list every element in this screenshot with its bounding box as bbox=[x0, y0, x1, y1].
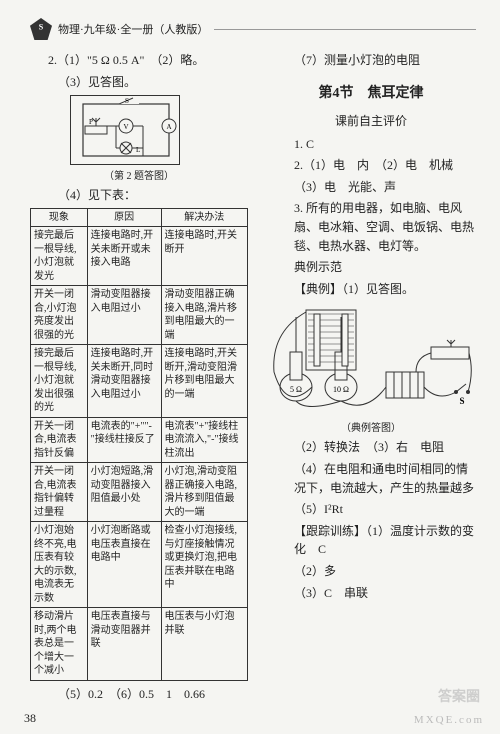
svg-text:V: V bbox=[123, 123, 128, 131]
preclass-title: 课前自主评价 bbox=[266, 112, 476, 129]
table-cell: 小灯泡,滑动变阻器正确接入电路,滑片移到阻值最大的一端 bbox=[161, 463, 248, 522]
answer-2-3: （3）见答图。 bbox=[30, 73, 248, 92]
table-cell: 电压表直接与滑动变阻器并联 bbox=[87, 608, 161, 681]
watermark-sub: MXQE.com bbox=[414, 714, 484, 726]
pre-a1: 1. C bbox=[266, 135, 476, 154]
table-cell: 电压表与小灯泡并联 bbox=[161, 608, 248, 681]
table-cell: 小灯泡短路,滑动变阻器接入阻值最小处 bbox=[87, 463, 161, 522]
example-1: 【典例】（1）见答图。 bbox=[266, 280, 476, 299]
th-reason: 原因 bbox=[87, 208, 161, 227]
answer-2-1: 2.（1）"5 Ω 0.5 A" （2）略。 bbox=[30, 51, 248, 70]
table-cell: 电流表的"+""-"接线柱接反了 bbox=[87, 417, 161, 463]
table-cell: 电流表"+"接线柱电流流入,"-"接线柱流出 bbox=[161, 417, 248, 463]
table-cell: 开关一闭合,小灯泡亮度发出很强的光 bbox=[31, 286, 88, 345]
table-cell: 检查小灯泡接线,与灯座接触情况或更换灯泡,把电压表并联在电路中 bbox=[161, 522, 248, 608]
answer-2-56: （5）0.2 （6）0.5 1 0.66 bbox=[30, 685, 248, 704]
follow-3: （3）C 串联 bbox=[266, 584, 476, 603]
table-cell: 移动滑片时,两个电表总是一个增大一个减小 bbox=[31, 608, 88, 681]
table-row: 开关一闭合,小灯泡亮度发出很强的光滑动变阻器接入电阻过小滑动变阻器正确接入电路,… bbox=[31, 286, 248, 345]
circuit-caption: （第 2 题答图） bbox=[30, 167, 248, 182]
example-5: （5）I²Rt bbox=[266, 500, 476, 519]
circuit-diagram: S A V L P bbox=[70, 95, 180, 165]
table-cell: 滑动变阻器正确接入电路,滑片移到电阻最大的一端 bbox=[161, 286, 248, 345]
table-cell: 小灯泡断路或电压表直接在电路中 bbox=[87, 522, 161, 608]
joule-diagram: 5 Ω 10 Ω bbox=[266, 302, 476, 417]
example-2-3: （2）转换法 （3）右 电阻 bbox=[266, 438, 476, 457]
page-header: 物理·九年级·全一册（人教版） bbox=[30, 18, 476, 40]
pre-a2-1: 2.（1）电 内 （2）电 机械 bbox=[266, 156, 476, 175]
table-cell: 滑动变阻器接入电阻过小 bbox=[87, 286, 161, 345]
section-4-title: 第4节 焦耳定律 bbox=[266, 82, 476, 102]
svg-text:5 Ω: 5 Ω bbox=[290, 385, 302, 394]
table-cell: 连接电路时,开关断开 bbox=[161, 227, 248, 286]
svg-text:A: A bbox=[166, 123, 171, 131]
th-solution: 解决办法 bbox=[161, 208, 248, 227]
header-rule bbox=[214, 29, 476, 30]
example-heading: 典例示范 bbox=[266, 258, 476, 277]
th-phenomenon: 现象 bbox=[31, 208, 88, 227]
table-cell: 接完最后一根导线,小灯泡就发光 bbox=[31, 227, 88, 286]
diagram-caption: （典例答图） bbox=[266, 419, 476, 434]
table-row: 接完最后一根导线,小灯泡就发出很强的光连接电路时,开关未断开,同时滑动变阻器接入… bbox=[31, 345, 248, 418]
watermark-main: 答案圈 bbox=[438, 686, 480, 706]
table-cell: 连接电路时,开关未断开,同时滑动变阻器接入电阻过小 bbox=[87, 345, 161, 418]
header-subject: 物理·九年级·全一册（人教版） bbox=[58, 21, 208, 37]
table-header-row: 现象 原因 解决办法 bbox=[31, 208, 248, 227]
table-row: 开关一闭合,电流表指针反偏电流表的"+""-"接线柱接反了电流表"+"接线柱电流… bbox=[31, 417, 248, 463]
svg-text:P: P bbox=[89, 118, 93, 126]
svg-text:10 Ω: 10 Ω bbox=[333, 385, 349, 394]
table-cell: 开关一闭合,电流表指针反偏 bbox=[31, 417, 88, 463]
left-column: 2.（1）"5 Ω 0.5 A" （2）略。 （3）见答图。 S A V bbox=[30, 48, 248, 706]
pre-a2-3: （3）电 光能、声 bbox=[266, 178, 476, 197]
table-row: 小灯泡始终不亮,电压表有较大的示数,电流表无示数小灯泡断路或电压表直接在电路中检… bbox=[31, 522, 248, 608]
table-cell: 开关一闭合,电流表指针偏转过量程 bbox=[31, 463, 88, 522]
table-cell: 小灯泡始终不亮,电压表有较大的示数,电流表无示数 bbox=[31, 522, 88, 608]
table-cell: 连接电路时,开关断开,滑动变阻滑片移到电阻最大的一端 bbox=[161, 345, 248, 418]
school-logo-icon bbox=[30, 18, 52, 40]
answer-2-4: （4）见下表： bbox=[30, 186, 248, 205]
page-number: 38 bbox=[24, 711, 36, 726]
table-row: 移动滑片时,两个电表总是一个增大一个减小电压表直接与滑动变阻器并联电压表与小灯泡… bbox=[31, 608, 248, 681]
svg-text:S: S bbox=[125, 97, 129, 105]
table-row: 接完最后一根导线,小灯泡就发光连接电路时,开关未断开或未接入电路连接电路时,开关… bbox=[31, 227, 248, 286]
example-4: （4）在电阻和通电时间相同的情况下，电流越大，产生的热量越多 bbox=[266, 460, 476, 497]
answer-7: （7）测量小灯泡的电阻 bbox=[266, 51, 476, 70]
table-cell: 连接电路时,开关未断开或未接入电路 bbox=[87, 227, 161, 286]
phenomena-table: 现象 原因 解决办法 接完最后一根导线,小灯泡就发光连接电路时,开关未断开或未接… bbox=[30, 208, 248, 681]
follow-2: （2）多 bbox=[266, 562, 476, 581]
table-cell: 接完最后一根导线,小灯泡就发出很强的光 bbox=[31, 345, 88, 418]
pre-a3: 3. 所有的用电器，如电脑、电风扇、电冰箱、空调、电饭锅、电热毯、电热水器、电灯… bbox=[266, 199, 476, 255]
svg-text:L: L bbox=[136, 146, 140, 154]
right-column: （7）测量小灯泡的电阻 第4节 焦耳定律 课前自主评价 1. C 2.（1）电 … bbox=[266, 48, 476, 706]
follow-1: 【跟踪训练】（1）温度计示数的变化 C bbox=[266, 522, 476, 559]
svg-text:S: S bbox=[459, 396, 464, 406]
table-row: 开关一闭合,电流表指针偏转过量程小灯泡短路,滑动变阻器接入阻值最小处小灯泡,滑动… bbox=[31, 463, 248, 522]
